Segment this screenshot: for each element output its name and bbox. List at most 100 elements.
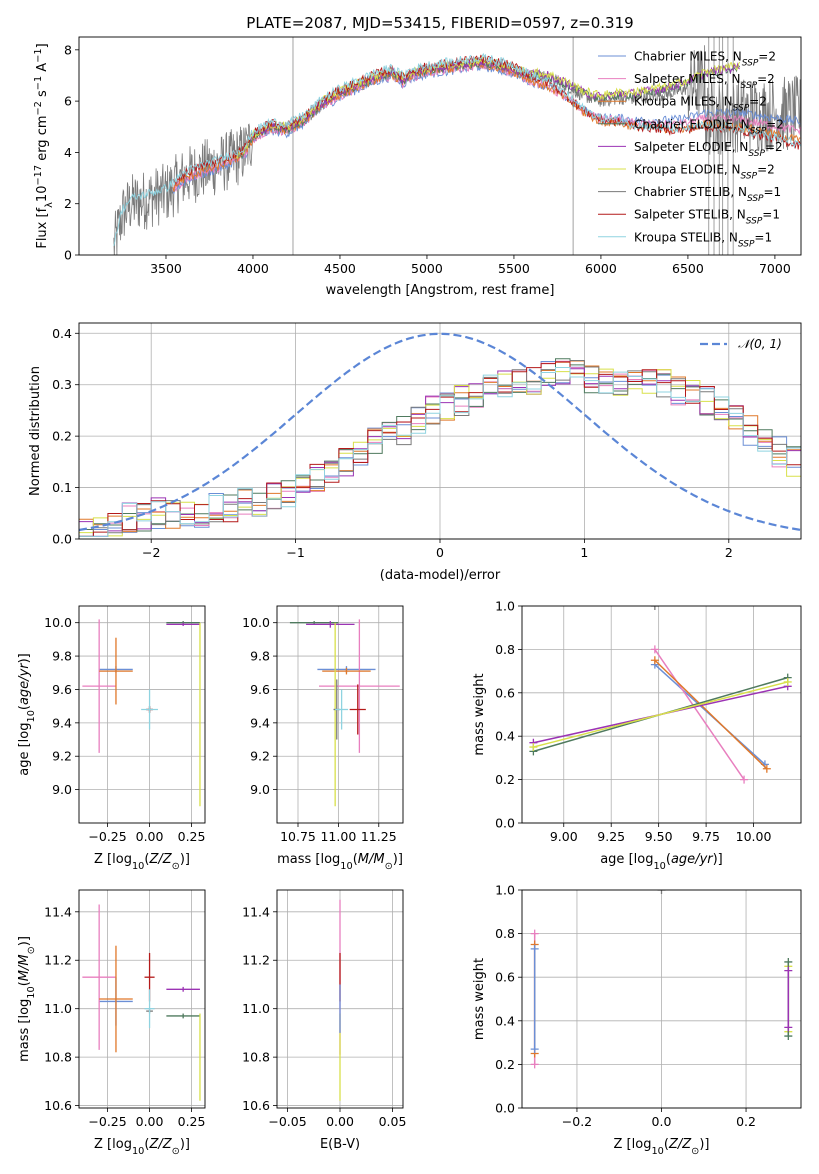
plot-area-age-vs-mass [289, 619, 400, 807]
y-tick-label: 9.4 [250, 715, 270, 730]
y-tick-label: 6 [64, 94, 72, 109]
x-axis-label: E(B-V) [320, 1137, 360, 1152]
series-kroupa-elodie [529, 677, 792, 752]
y-tick-label: 0.3 [52, 377, 72, 392]
y-tick-label: 0.2 [495, 772, 515, 787]
x-tick-label: −0.25 [88, 829, 126, 844]
data-marker [530, 1060, 539, 1069]
legend-label: Chabrier STELIB, NSSP=1 [634, 185, 781, 204]
y-tick-label: 11.4 [242, 904, 270, 919]
x-axis-label: age [log10(age/yr)] [600, 852, 723, 872]
axes-frame [78, 322, 802, 540]
data-point-salpeter-stelib [349, 684, 366, 735]
y-tick-label: 8 [64, 42, 72, 57]
chart-title: PLATE=2087, MJD=53415, FIBERID=0597, z=0… [246, 14, 633, 32]
legend: Chabrier MILES, NSSP=2 Salpeter MILES, NS… [598, 50, 784, 249]
x-axis-label: Z [log10(Z/Z⊙)] [614, 1137, 710, 1157]
axes-residuals: −2 −1 0 1 2 0.0 0.1 0.2 0.3 0.4 [52, 322, 802, 560]
data-marker [784, 1032, 793, 1041]
x-axis-label: Z [log10(Z/Z⊙)] [94, 1137, 190, 1157]
y-tick-label: 10.8 [242, 1050, 270, 1065]
series-kroupa-miles [650, 656, 771, 773]
model-salpeter-miles [172, 60, 801, 192]
y-tick-label: 11.2 [44, 953, 72, 968]
data-marker [784, 957, 793, 966]
series-chabrier-stelib [657, 890, 666, 894]
data-point-kroupa-stelib [335, 689, 349, 730]
data-marker [784, 966, 793, 975]
x-tick-label: −0.2 [562, 1114, 592, 1129]
axes-weight-vs-age: 9.00 9.25 9.50 9.75 10.00 0.0 0.2 0.4 0.6 0.8 1.0 [495, 599, 802, 844]
axes-frame [78, 889, 206, 1109]
x-tick-label: 11.00 [320, 829, 356, 844]
x-tick-label: 9.25 [597, 829, 625, 844]
data-marker [530, 1045, 539, 1054]
data-point-salpeter-elodie [306, 621, 355, 628]
data-point-kroupa-miles [322, 667, 371, 675]
y-axis-label: Flux [fλ10−17 erg cm−2 s−1 A−1] [33, 43, 55, 248]
y-tick-label: 0.1 [52, 480, 72, 495]
axes-frame [276, 889, 404, 1109]
x-tick-label: 10.75 [280, 829, 316, 844]
x-tick-label: 1 [580, 545, 588, 560]
data-marker [530, 929, 539, 938]
y-tick-label: 9.2 [250, 749, 270, 764]
model-kroupa-stelib [113, 52, 801, 247]
data-point-kroupa-stelib [144, 989, 155, 1029]
y-axis-label: mass weight [472, 958, 487, 1040]
y-axis-label: mass weight [472, 673, 487, 755]
y-tick-label: 10.6 [44, 1098, 72, 1113]
y-tick-label: 11.0 [44, 1001, 72, 1016]
y-tick-label: 11.2 [242, 953, 270, 968]
axes-frame [276, 605, 404, 824]
x-tick-label: 0.25 [178, 1114, 206, 1129]
x-tick-label: 9.50 [645, 829, 673, 844]
data-point-salpeter-elodie [166, 986, 200, 992]
y-tick-label: 9.0 [250, 782, 270, 797]
data-point-kroupa-miles [99, 945, 133, 1053]
series-chabrier-stelib [650, 606, 659, 610]
axes-mass-vs-EBV: −0.05 0.00 0.05 10.6 10.8 11.0 11.2 11.4 [242, 889, 406, 1129]
y-tick-label: 10.8 [44, 1050, 72, 1065]
y-tick-label: 9.6 [250, 682, 270, 697]
x-tick-label: 7000 [759, 261, 791, 276]
y-tick-label: 0.0 [52, 532, 72, 547]
x-tick-label: −1 [286, 545, 304, 560]
x-tick-label: 11.25 [361, 829, 397, 844]
axes-frame [78, 36, 802, 256]
x-tick-label: 6000 [585, 261, 617, 276]
axes-mass-vs-Z: −0.25 0.00 0.25 10.6 10.8 11.0 11.2 11.4 [44, 889, 206, 1129]
data-marker [650, 606, 659, 610]
data-marker [740, 775, 749, 784]
y-tick-label: 0.0 [495, 816, 515, 831]
x-tick-label: 9.75 [692, 829, 720, 844]
y-tick-label: 0.6 [495, 970, 515, 985]
x-tick-label: 6500 [672, 261, 704, 276]
x-axis-label: wavelength [Angstrom, rest frame] [326, 283, 555, 298]
y-tick-label: 11.0 [242, 1001, 270, 1016]
y-tick-label: 0.0 [495, 1101, 515, 1116]
y-tick-label: 9.2 [52, 749, 72, 764]
axes-frame [521, 605, 802, 824]
x-tick-label: 0.00 [136, 1114, 164, 1129]
plot-area-weight-vs-Z [530, 890, 793, 1069]
data-point-salpeter-miles [319, 619, 400, 753]
x-tick-label: 4500 [324, 261, 356, 276]
y-tick-label: 0.4 [52, 326, 72, 341]
x-axis-label: mass [log10(M/M⊙)] [277, 852, 403, 872]
x-tick-label: −0.05 [268, 1114, 306, 1129]
plot-area-weight-vs-age [529, 606, 792, 784]
y-tick-label: 10.0 [44, 615, 72, 630]
data-marker [762, 764, 771, 773]
y-tick-label: 0.8 [495, 642, 515, 657]
legend-label: Salpeter MILES, NSSP=2 [634, 72, 775, 91]
data-point-salpeter-elodie [166, 622, 200, 627]
data-marker [650, 656, 659, 665]
x-tick-label: 10.00 [736, 829, 772, 844]
x-tick-label: 4000 [237, 261, 269, 276]
x-tick-label: 0.2 [736, 1114, 756, 1129]
plot-area-spectrum [113, 37, 801, 255]
y-tick-label: 0.4 [495, 729, 515, 744]
